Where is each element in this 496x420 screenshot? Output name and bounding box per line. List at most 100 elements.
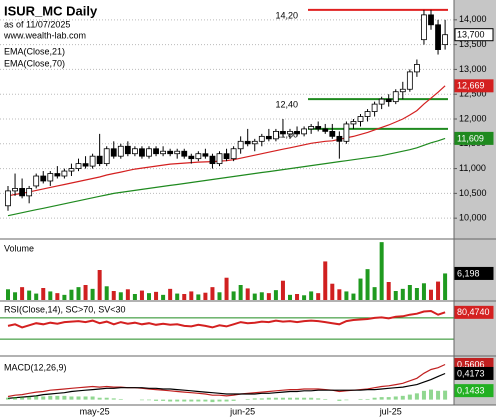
volume-bar	[189, 291, 194, 300]
x-tick-label: jun-25	[229, 406, 255, 416]
candle-body	[174, 150, 181, 155]
histogram-bar	[6, 397, 10, 400]
histogram-bar	[147, 399, 151, 401]
histogram-bar	[302, 397, 307, 400]
volume-bar	[252, 293, 257, 300]
candle-body	[61, 170, 68, 177]
volume-bar	[168, 288, 173, 300]
volume-bar	[309, 291, 314, 300]
candle-body	[103, 148, 110, 165]
volume-bar	[76, 287, 81, 300]
candle-body	[392, 91, 399, 103]
volume-bar	[386, 282, 391, 300]
volume-bar	[231, 291, 236, 300]
histogram-bar	[379, 397, 384, 400]
histogram-bar	[224, 399, 229, 402]
histogram-bar	[280, 397, 285, 400]
candle-body	[40, 175, 47, 182]
volume-bar	[351, 293, 356, 300]
histogram-bar	[344, 399, 349, 401]
macd-line	[7, 363, 446, 398]
candle-body	[12, 188, 18, 192]
panel-title: MACD(12,26,9)	[4, 362, 67, 372]
candle-body	[26, 188, 33, 197]
candle-body	[287, 130, 293, 135]
rsi-line	[7, 309, 446, 329]
histogram-bar	[337, 399, 342, 401]
histogram-bar	[358, 398, 363, 400]
candle-body	[54, 173, 61, 177]
candle-body	[357, 116, 364, 122]
candle-body	[315, 126, 322, 130]
volume-bar	[196, 294, 201, 300]
level-label: 12,40	[275, 100, 298, 110]
y-tick-label: 14,000	[459, 14, 487, 24]
histogram-bar	[161, 399, 166, 401]
candle-body	[195, 153, 202, 160]
histogram-bar	[111, 398, 116, 400]
volume-bar	[365, 269, 370, 300]
volume-bar	[429, 289, 433, 300]
volume-bar	[421, 283, 426, 300]
histogram-bar	[210, 399, 215, 403]
last-value-box	[454, 266, 494, 280]
candle-body	[251, 140, 258, 145]
candle-body	[188, 155, 195, 160]
volume-bar	[34, 293, 39, 300]
volume-bar	[224, 277, 229, 300]
candle-body	[301, 128, 308, 135]
candle-body	[146, 148, 152, 157]
candle-body	[153, 148, 159, 155]
histogram-bar	[316, 398, 321, 400]
volume-bar	[288, 294, 292, 300]
last-value-box	[454, 28, 494, 42]
histogram-bar	[323, 398, 328, 400]
volume-bar	[443, 273, 448, 300]
candle-body	[244, 140, 251, 145]
volume-bar	[111, 291, 116, 300]
histogram-bar	[295, 397, 300, 400]
histogram-bar	[429, 389, 433, 400]
candle-body	[280, 130, 286, 135]
candle-body	[33, 175, 40, 187]
candle-body	[378, 98, 385, 105]
volume-bar	[147, 293, 151, 300]
last-value-box	[454, 384, 494, 398]
volume-bar	[414, 288, 419, 300]
volume-bar	[337, 289, 342, 300]
volume-bar	[210, 287, 215, 300]
candle-body	[5, 190, 11, 207]
candle-body	[421, 14, 427, 41]
candle-body	[364, 111, 371, 117]
histogram-bar	[231, 399, 236, 401]
volume-bar	[97, 270, 102, 300]
volume-bar	[132, 294, 137, 300]
legend-entry: EMA(Close,21)	[4, 46, 65, 56]
candle-body	[216, 153, 223, 165]
legend-entry: EMA(Close,70)	[4, 58, 65, 68]
last-value-box	[454, 131, 494, 145]
candle-body	[223, 153, 230, 160]
panel-title: Volume	[4, 243, 34, 253]
y-tick-label: 10,500	[459, 188, 487, 198]
last-value-label: 6,198	[457, 268, 480, 278]
histogram-bar	[421, 390, 426, 400]
source: www.wealth-lab.com	[3, 30, 86, 40]
candle-body	[68, 168, 75, 172]
histogram-bar	[34, 395, 39, 400]
histogram-bar	[407, 394, 412, 400]
level-label: 11,80	[276, 129, 298, 139]
volume-bar	[48, 291, 53, 300]
histogram-bar	[55, 395, 60, 400]
candle-body	[124, 145, 131, 155]
histogram-bar	[273, 397, 278, 400]
candle-body	[272, 130, 279, 140]
candle-body	[167, 150, 174, 155]
last-value-label: 11,609	[457, 133, 484, 143]
histogram-bar	[62, 395, 67, 400]
candle-body	[343, 123, 350, 142]
volume-bar	[379, 242, 384, 300]
volume-bar	[104, 286, 109, 300]
